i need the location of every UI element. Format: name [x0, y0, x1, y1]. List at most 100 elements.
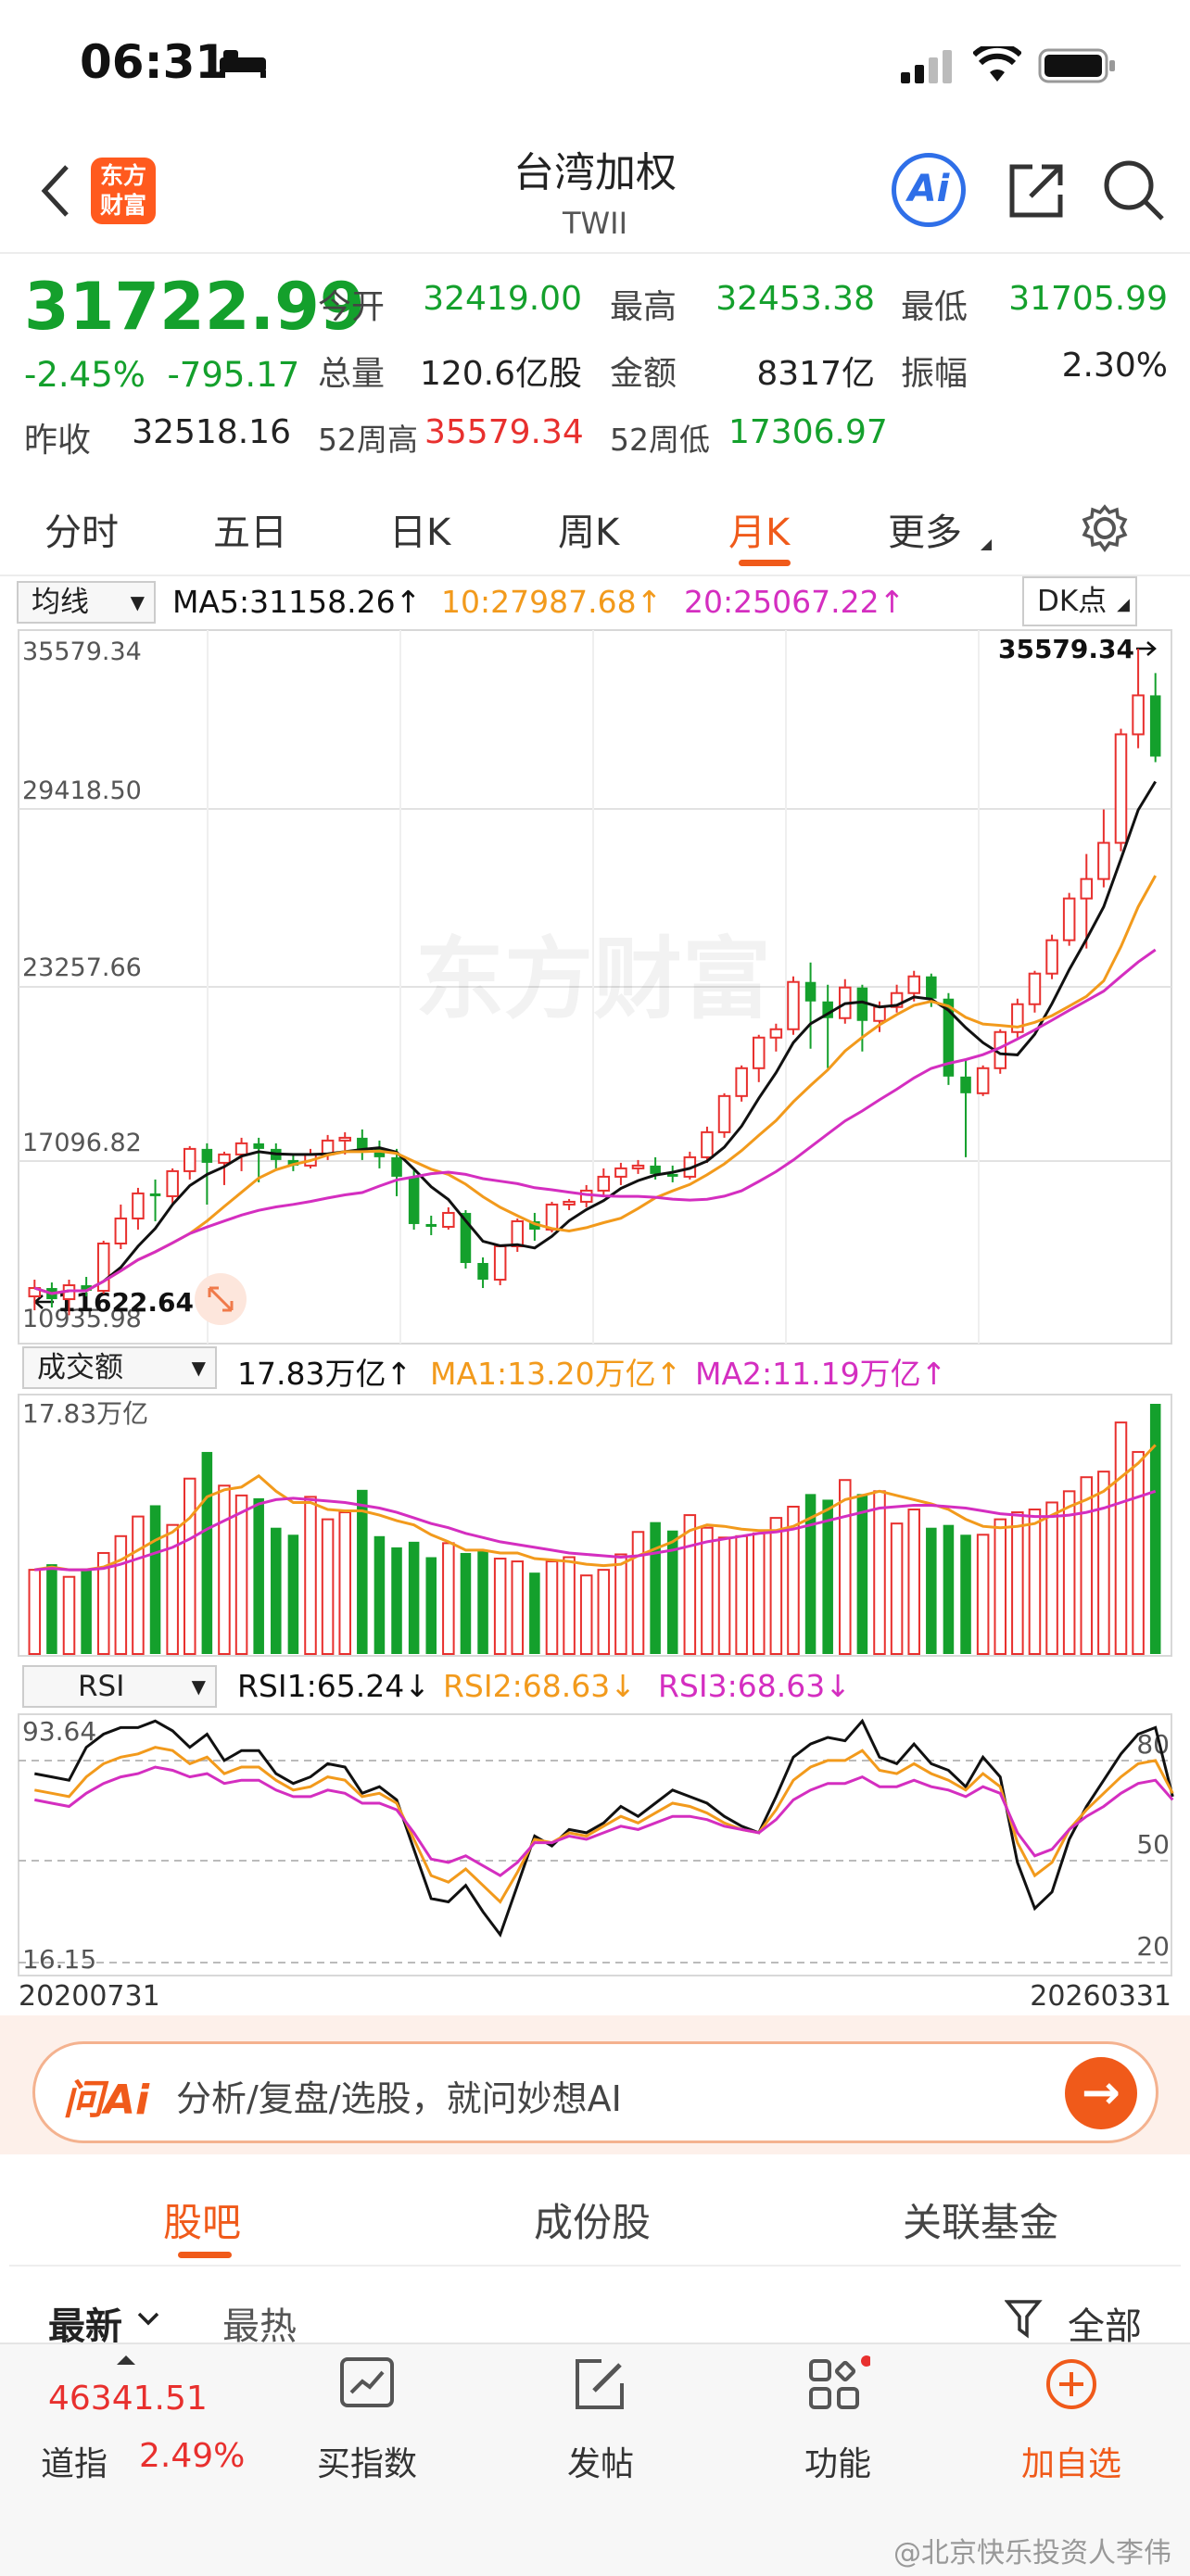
- candle-body: [425, 1223, 437, 1227]
- ticker-price[interactable]: 46341.51: [48, 2380, 208, 2418]
- volume-dropdown[interactable]: 成交额 ▼: [22, 1346, 217, 1389]
- tab-five-day[interactable]: 五日: [213, 511, 287, 554]
- volume-bar: [666, 1530, 678, 1654]
- filter-icon[interactable]: [1005, 2298, 1047, 2341]
- candle-body: [579, 1189, 593, 1203]
- share-icon[interactable]: [1006, 159, 1068, 221]
- volume-bar: [201, 1451, 213, 1654]
- filter-all[interactable]: 全部: [1068, 2305, 1142, 2348]
- volume-bar: [614, 1553, 627, 1656]
- candle: [701, 1126, 714, 1163]
- chart-watermark: 东方财富: [415, 928, 771, 1031]
- candle-body: [856, 987, 868, 1021]
- candle-body: [81, 1285, 92, 1292]
- volume-bar: [391, 1547, 402, 1654]
- ma-dropdown[interactable]: 均线 ▼: [17, 581, 156, 624]
- x-start-date: 20200731: [19, 1980, 160, 2011]
- rsi-y-tick: 93.64: [22, 1716, 96, 1747]
- x-end-date: 20260331: [1030, 1980, 1171, 2011]
- rsi-lines: [34, 1718, 1174, 1938]
- ticker-change[interactable]: 2.49%: [139, 2437, 246, 2475]
- rsi-y-tick: 16.15: [22, 1944, 96, 1975]
- post-label[interactable]: 发帖: [566, 2445, 634, 2483]
- ai-button[interactable]: Ai: [892, 153, 966, 227]
- gear-icon[interactable]: [1081, 504, 1129, 552]
- page-title: 台湾加权: [513, 149, 677, 196]
- arrow-right-icon[interactable]: →: [1065, 2057, 1137, 2129]
- candle-body: [183, 1147, 196, 1172]
- rsi3-line: [34, 1765, 1174, 1877]
- filter-hot[interactable]: 最热: [222, 2305, 297, 2348]
- volume-bar: [976, 1534, 990, 1655]
- ai-search-bar[interactable]: 问Ai 分析/复盘/选股，就问妙想AI →: [32, 2041, 1158, 2143]
- candle-body: [493, 1244, 507, 1282]
- volume-ma2: MA2:11.19万亿↑: [695, 1356, 947, 1392]
- buy-index-label[interactable]: 买指数: [316, 2445, 417, 2483]
- candle-body: [460, 1212, 472, 1264]
- candle: [856, 984, 868, 1052]
- volume-bar: [890, 1522, 904, 1655]
- volume-bar: [752, 1532, 766, 1655]
- candle-body: [614, 1167, 627, 1178]
- tab-guba[interactable]: 股吧: [163, 2200, 242, 2245]
- tab-related-funds[interactable]: 关联基金: [903, 2200, 1059, 2245]
- volume-bar: [683, 1514, 697, 1655]
- back-icon[interactable]: [37, 163, 74, 219]
- volume-ma1-line: [34, 1444, 1157, 1572]
- tab-intraday[interactable]: 分时: [44, 511, 119, 554]
- functions-label[interactable]: 功能: [804, 2445, 871, 2483]
- volume-bar: [563, 1556, 576, 1655]
- buy-index-icon[interactable]: [274, 2355, 460, 2417]
- add-watch-icon[interactable]: [979, 2355, 1164, 2417]
- current-price: 31722.99: [24, 269, 365, 345]
- volume-bar: [943, 1524, 955, 1654]
- volume-bar: [856, 1494, 868, 1654]
- candle-body: [943, 998, 955, 1077]
- candle: [1080, 853, 1094, 949]
- candle-body: [907, 975, 920, 994]
- week52-high-value: 35579.34: [424, 413, 584, 451]
- amplitude-value: 2.30%: [1061, 347, 1168, 385]
- volume-bar: [62, 1575, 76, 1655]
- volume-bar: [321, 1518, 335, 1656]
- add-watch-label[interactable]: 加自选: [1020, 2445, 1121, 2483]
- tab-more[interactable]: 更多: [888, 511, 962, 554]
- candle-body: [1114, 733, 1128, 844]
- volume-bar: [183, 1477, 196, 1655]
- volume-label: 总量: [318, 355, 386, 393]
- search-icon[interactable]: [1101, 158, 1166, 222]
- candle-body: [717, 1094, 731, 1133]
- chart-area[interactable]: 东方财富 35579.34 29418.50 23257.66 17096.82…: [0, 0, 1190, 2011]
- candle-body: [890, 991, 904, 1008]
- rsi-dropdown[interactable]: RSI ▼: [22, 1665, 217, 1708]
- candle-body: [701, 1130, 714, 1158]
- dk-button[interactable]: DK点 ◢: [1022, 576, 1137, 626]
- ticker-name[interactable]: 道指: [41, 2445, 108, 2483]
- candle-body: [769, 1028, 783, 1039]
- signal-icon: [901, 50, 952, 83]
- ai-placeholder[interactable]: 分析/复盘/选股，就问妙想AI: [176, 2078, 622, 2119]
- candle-body: [408, 1176, 420, 1224]
- tab-monthly-k[interactable]: 月K: [728, 511, 791, 554]
- candle: [1062, 892, 1076, 946]
- volume-bar: [132, 1515, 145, 1655]
- price-change: -2.45% -795.17: [24, 355, 300, 395]
- candle-body: [218, 1153, 231, 1164]
- tab-daily-k[interactable]: 日K: [389, 511, 451, 554]
- candle: [373, 1140, 386, 1168]
- rsi1-value: RSI1:65.24↓: [237, 1668, 430, 1704]
- functions-icon[interactable]: [745, 2355, 930, 2417]
- candle: [960, 1059, 971, 1157]
- rsi2-value: RSI2:68.63↓: [443, 1668, 636, 1704]
- bottom-bar: 46341.51 道指 2.49% 买指数 发帖 功能 加自选: [0, 2342, 1190, 2576]
- candle-body: [563, 1200, 576, 1206]
- rsi-panel: [18, 1713, 1172, 1976]
- tab-constituents[interactable]: 成份股: [534, 2200, 652, 2245]
- post-icon[interactable]: [508, 2355, 693, 2417]
- high-label: 最高: [610, 288, 677, 326]
- volume-bar: [218, 1484, 231, 1656]
- rsi1-line: [34, 1718, 1174, 1938]
- tab-weekly-k[interactable]: 周K: [558, 511, 620, 554]
- volume-bar: [287, 1534, 299, 1654]
- filter-latest[interactable]: 最新: [48, 2305, 122, 2348]
